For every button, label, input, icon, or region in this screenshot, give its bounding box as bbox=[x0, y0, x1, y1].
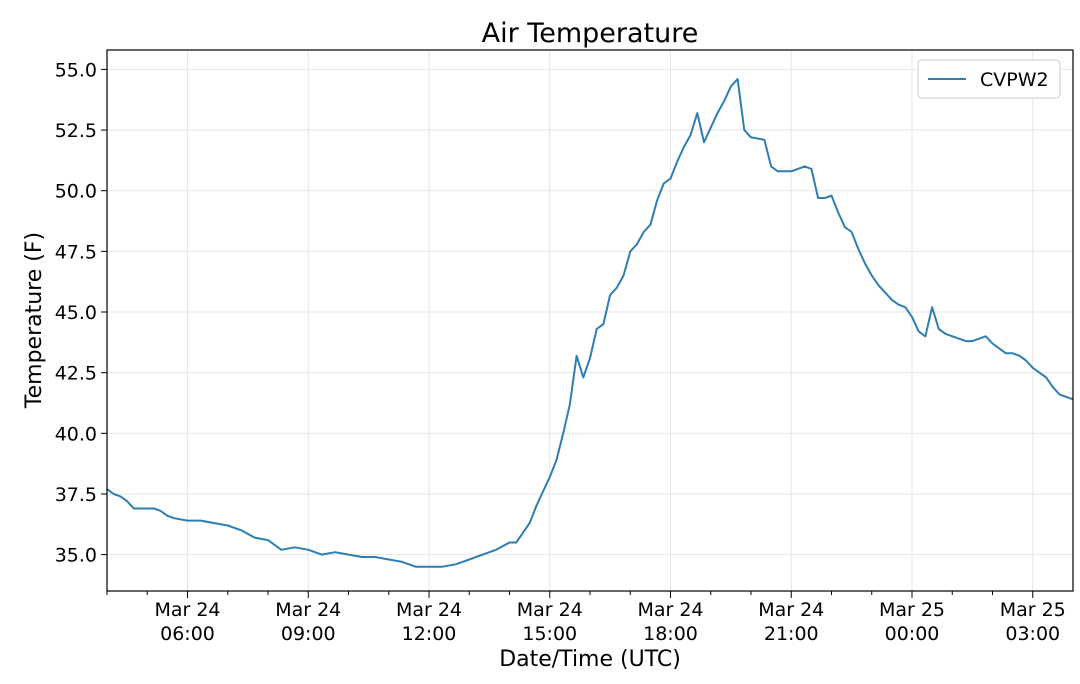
x-tick-label-date: Mar 24 bbox=[637, 599, 703, 621]
y-axis-label: Temperature (F) bbox=[22, 232, 47, 409]
y-tick-label: 35.0 bbox=[55, 545, 97, 567]
y-tick-label: 40.0 bbox=[55, 423, 97, 445]
x-tick-label-date: Mar 24 bbox=[396, 599, 462, 621]
legend-box bbox=[917, 59, 1061, 99]
y-tick-label: 50.0 bbox=[55, 181, 97, 203]
legend-label-cvpw2: CVPW2 bbox=[980, 69, 1049, 91]
x-tick-label-date: Mar 24 bbox=[758, 599, 824, 621]
legend: CVPW2 bbox=[917, 59, 1061, 99]
x-tick-label-date: Mar 24 bbox=[154, 599, 220, 621]
x-tick-label-time: 12:00 bbox=[402, 623, 457, 645]
y-tick-label: 47.5 bbox=[55, 241, 97, 263]
x-axis-label: Date/Time (UTC) bbox=[499, 647, 681, 672]
x-tick-label-time: 09:00 bbox=[281, 623, 336, 645]
y-tick-label: 52.5 bbox=[55, 120, 97, 142]
y-tick-label: 42.5 bbox=[55, 363, 97, 385]
x-tick-label-date: Mar 24 bbox=[517, 599, 583, 621]
y-tick-label: 37.5 bbox=[55, 484, 97, 506]
series-layer bbox=[106, 78, 1074, 568]
x-tick-label-time: 03:00 bbox=[1005, 623, 1060, 645]
x-tick-label-date: Mar 25 bbox=[879, 599, 945, 621]
x-tick-label-time: 15:00 bbox=[522, 623, 577, 645]
y-tick-label: 45.0 bbox=[55, 302, 97, 324]
x-tick-label-date: Mar 25 bbox=[1000, 599, 1066, 621]
x-tick-label-time: 21:00 bbox=[764, 623, 819, 645]
y-axis: 35.0 37.5 40.0 42.5 45.0 47.5 50.0 52.5 55.0 bbox=[55, 59, 107, 567]
chart-title: Air Temperature bbox=[482, 18, 699, 49]
series-line-cvpw2 bbox=[106, 78, 1074, 568]
x-tick-label-time: 18:00 bbox=[643, 623, 698, 645]
x-tick-label-time: 00:00 bbox=[885, 623, 940, 645]
x-tick-label-date: Mar 24 bbox=[275, 599, 341, 621]
x-tick-label-time: 06:00 bbox=[160, 623, 215, 645]
grid-lines bbox=[107, 50, 1073, 591]
y-tick-label: 55.0 bbox=[55, 59, 97, 81]
